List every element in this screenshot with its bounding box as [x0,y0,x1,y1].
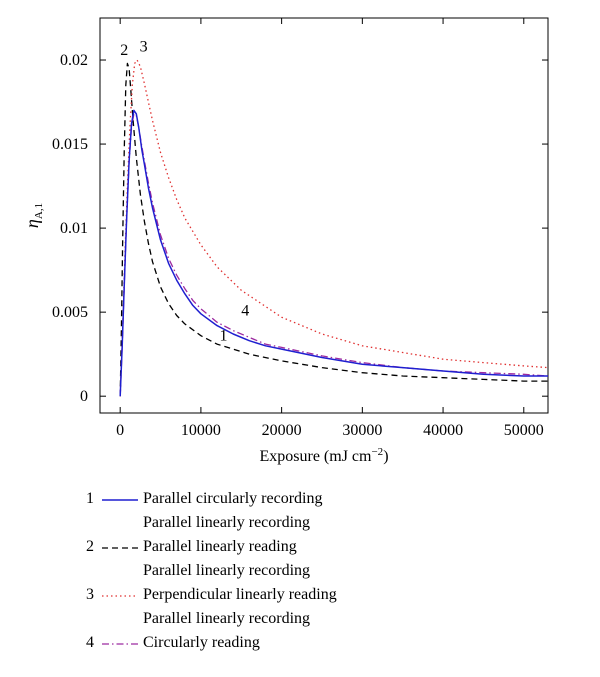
x-axis-label: Exposure (mJ cm−2) [259,446,388,465]
x-tick-label: 50000 [504,422,544,439]
y-tick-label: 0.005 [52,304,88,321]
legend-label: Parallel circularly recording [143,490,323,507]
x-tick-label: 0 [116,422,124,439]
curve-label-3: 3 [140,39,148,56]
y-tick-label: 0.02 [60,52,88,69]
legend-row: 4 Circularly reading [86,632,566,656]
legend-label: Parallel linearly reading [143,538,297,555]
curve-label-1: 1 [220,328,228,345]
legend-row: 2 Parallel linearly reading [86,536,566,560]
legend-label: Parallel linearly recording [143,562,311,579]
legend: 1 Parallel circularly recording Parallel l… [86,488,566,656]
legend-label: Parallel linearly recording [143,610,311,627]
legend-swatch-3 [102,595,138,597]
chart-plot: 0 10000 20000 30000 40000 50000 0 0.005 0.01 0.01… [22,17,549,465]
legend-number: 4 [86,634,94,651]
legend-label: Circularly reading [143,634,260,651]
legend-row: Parallel linearly recording [86,560,566,584]
curve-label-2: 2 [120,42,128,59]
legend-number: 3 [86,586,94,603]
plot-frame [99,17,549,414]
y-tick-label: 0 [80,388,88,405]
curve-label-4: 4 [241,303,249,320]
plot-area: 0 10000 20000 30000 40000 50000 0 0.005 0.01 0.01… [22,17,549,465]
legend-number: 2 [86,538,94,555]
legend-swatch-1 [102,499,138,501]
x-tick-label: 40000 [423,422,463,439]
y-tick-label: 0.01 [60,220,88,237]
series-line-1 [119,109,548,397]
legend-row: 3 Perpendicular linearly reading [86,584,566,608]
legend-label: Perpendicular linearly reading [143,586,337,603]
series-line-3 [119,59,548,397]
legend-row: Parallel linearly recording [86,512,566,536]
legend-swatch-2 [102,547,138,549]
x-tick-label: 20000 [262,422,302,439]
y-tick-label: 0.015 [52,136,88,153]
series-line-2 [119,62,548,397]
x-tick-label: 10000 [181,422,221,439]
legend-row: Parallel linearly recording [86,608,566,632]
legend-row: 1 Parallel circularly recording [86,488,566,512]
legend-number: 1 [86,490,94,507]
legend-swatch-4 [102,643,138,645]
legend-label: Parallel linearly recording [143,514,311,531]
y-axis-label: ηA,1 [22,203,45,228]
x-tick-label: 30000 [342,422,382,439]
series-line-4 [119,113,548,397]
